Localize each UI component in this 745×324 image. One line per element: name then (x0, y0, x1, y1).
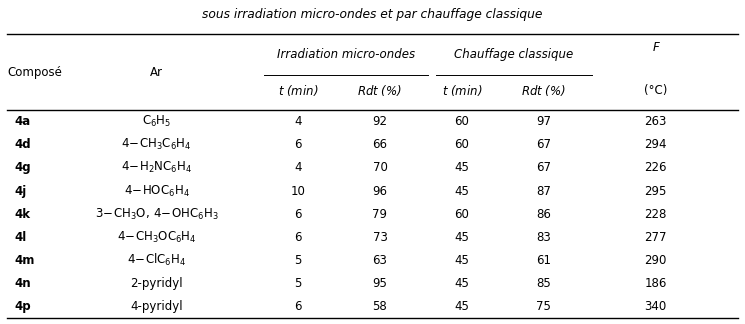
Text: 295: 295 (644, 185, 667, 198)
Text: 97: 97 (536, 115, 551, 128)
Text: (°C): (°C) (644, 84, 668, 97)
Text: 96: 96 (372, 185, 387, 198)
Text: $\mathregular{4\!-\!H_2NC_6H_4}$: $\mathregular{4\!-\!H_2NC_6H_4}$ (121, 160, 192, 176)
Text: $Rdt$ (%): $Rdt$ (%) (522, 83, 566, 98)
Text: 4n: 4n (15, 277, 31, 290)
Text: $\mathregular{4\!-\!HOC_6H_4}$: $\mathregular{4\!-\!HOC_6H_4}$ (124, 183, 189, 199)
Text: 45: 45 (454, 161, 469, 174)
Text: 4m: 4m (15, 254, 35, 267)
Text: 4j: 4j (15, 185, 27, 198)
Text: 290: 290 (644, 254, 667, 267)
Text: 92: 92 (372, 115, 387, 128)
Text: 6: 6 (294, 300, 302, 313)
Text: $t$ (min): $t$ (min) (442, 83, 482, 98)
Text: 228: 228 (644, 208, 667, 221)
Text: 67: 67 (536, 138, 551, 151)
Text: 60: 60 (454, 208, 469, 221)
Text: 4-pyridyl: 4-pyridyl (130, 300, 183, 313)
Text: 277: 277 (644, 231, 667, 244)
Text: sous irradiation micro-ondes et par chauffage classique: sous irradiation micro-ondes et par chau… (203, 8, 542, 21)
Text: Composé: Composé (7, 65, 63, 79)
Text: $Rdt$ (%): $Rdt$ (%) (358, 83, 402, 98)
Text: Irradiation micro-ondes: Irradiation micro-ondes (277, 48, 416, 61)
Text: 66: 66 (372, 138, 387, 151)
Text: Ar: Ar (150, 65, 163, 79)
Text: Chauffage classique: Chauffage classique (454, 48, 574, 61)
Text: 6: 6 (294, 138, 302, 151)
Text: 87: 87 (536, 185, 551, 198)
Text: 4l: 4l (15, 231, 27, 244)
Text: 45: 45 (454, 254, 469, 267)
Text: $t$ (min): $t$ (min) (278, 83, 318, 98)
Text: 263: 263 (644, 115, 667, 128)
Text: 73: 73 (372, 231, 387, 244)
Text: 6: 6 (294, 208, 302, 221)
Text: 4: 4 (294, 115, 302, 128)
Text: $\mathregular{4\!-\!CH_3C_6H_4}$: $\mathregular{4\!-\!CH_3C_6H_4}$ (121, 137, 191, 152)
Text: 85: 85 (536, 277, 551, 290)
Text: 86: 86 (536, 208, 551, 221)
Text: 75: 75 (536, 300, 551, 313)
Text: $\mathregular{4\!-\!CH_3OC_6H_4}$: $\mathregular{4\!-\!CH_3OC_6H_4}$ (117, 230, 196, 245)
Text: 340: 340 (644, 300, 667, 313)
Text: 60: 60 (454, 138, 469, 151)
Text: 70: 70 (372, 161, 387, 174)
Text: 4: 4 (294, 161, 302, 174)
Text: 60: 60 (454, 115, 469, 128)
Text: 4g: 4g (15, 161, 31, 174)
Text: 45: 45 (454, 300, 469, 313)
Text: 58: 58 (372, 300, 387, 313)
Text: 45: 45 (454, 277, 469, 290)
Text: $\mathregular{C_6H_5}$: $\mathregular{C_6H_5}$ (142, 114, 171, 129)
Text: F: F (652, 41, 659, 54)
Text: 67: 67 (536, 161, 551, 174)
Text: 10: 10 (291, 185, 305, 198)
Text: 4d: 4d (15, 138, 31, 151)
Text: 2-pyridyl: 2-pyridyl (130, 277, 183, 290)
Text: 226: 226 (644, 161, 667, 174)
Text: $\mathregular{3\!-\!CH_3O,\,4\!-\!OHC_6H_3}$: $\mathregular{3\!-\!CH_3O,\,4\!-\!OHC_6H… (95, 207, 218, 222)
Text: 61: 61 (536, 254, 551, 267)
Text: 63: 63 (372, 254, 387, 267)
Text: 4p: 4p (15, 300, 31, 313)
Text: 4a: 4a (15, 115, 31, 128)
Text: 45: 45 (454, 231, 469, 244)
Text: 5: 5 (294, 254, 302, 267)
Text: 79: 79 (372, 208, 387, 221)
Text: $\mathregular{4\!-\!ClC_6H_4}$: $\mathregular{4\!-\!ClC_6H_4}$ (127, 252, 186, 269)
Text: 5: 5 (294, 277, 302, 290)
Text: 294: 294 (644, 138, 667, 151)
Text: 83: 83 (536, 231, 551, 244)
Text: 45: 45 (454, 185, 469, 198)
Text: 6: 6 (294, 231, 302, 244)
Text: 95: 95 (372, 277, 387, 290)
Text: 186: 186 (644, 277, 667, 290)
Text: 4k: 4k (15, 208, 31, 221)
